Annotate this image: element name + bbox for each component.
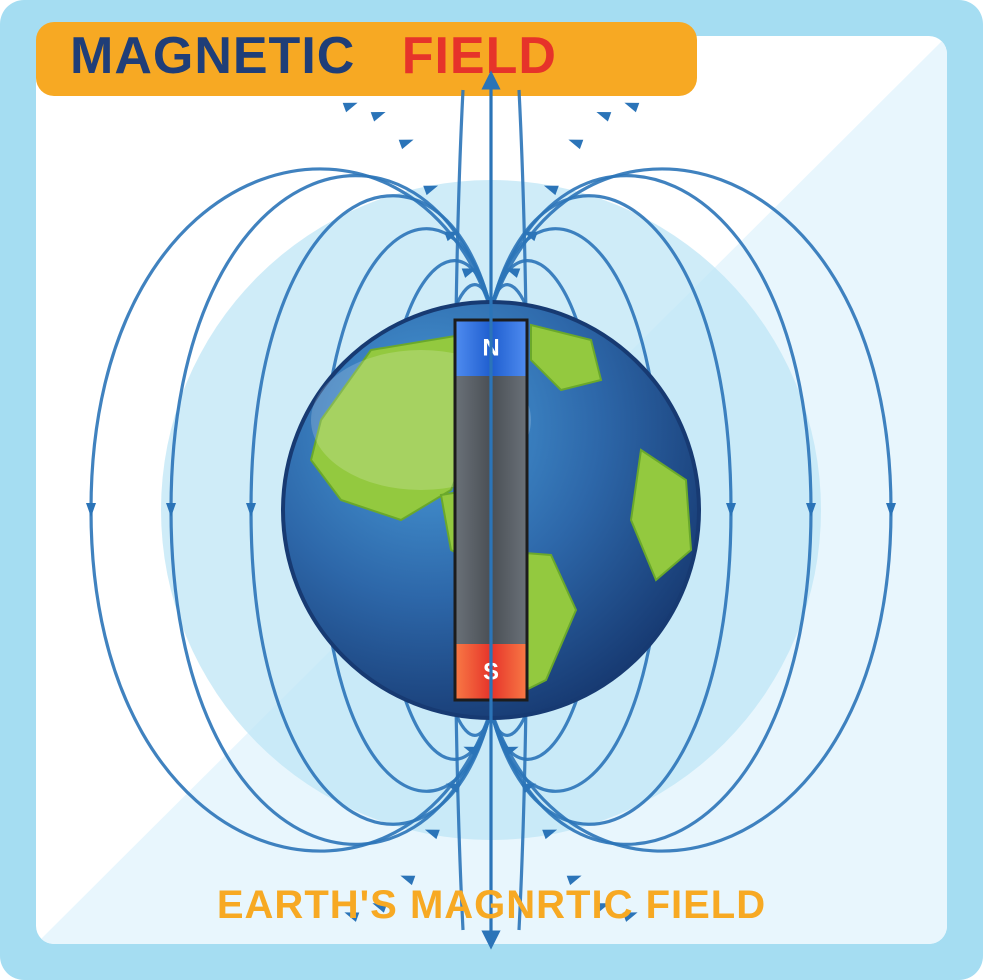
subtitle: EARTH'S MAGNRTIC FIELD bbox=[0, 883, 983, 928]
diagram-stage: N S bbox=[0, 0, 983, 980]
subtitle-text: EARTH'S MAGNRTIC FIELD bbox=[217, 883, 766, 927]
